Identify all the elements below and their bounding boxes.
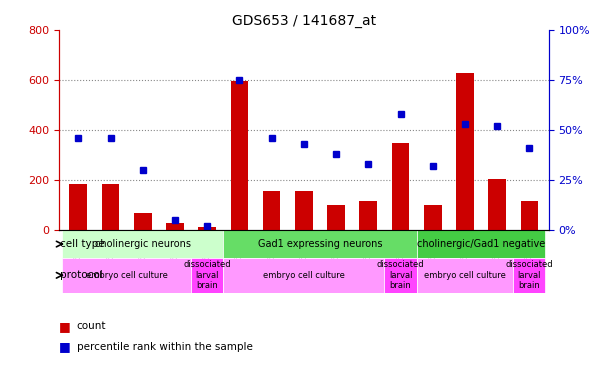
Bar xyxy=(359,201,377,230)
Bar xyxy=(456,72,474,230)
Text: dissociated
larval
brain: dissociated larval brain xyxy=(376,260,424,290)
Bar xyxy=(489,179,506,230)
Title: GDS653 / 141687_at: GDS653 / 141687_at xyxy=(232,13,376,28)
Text: protocol: protocol xyxy=(60,270,103,280)
Bar xyxy=(166,222,184,230)
FancyBboxPatch shape xyxy=(513,258,546,292)
Text: dissociated
larval
brain: dissociated larval brain xyxy=(506,260,553,290)
Text: cholinergic neurons: cholinergic neurons xyxy=(95,239,191,249)
Bar xyxy=(198,227,216,230)
Bar xyxy=(520,201,538,230)
FancyBboxPatch shape xyxy=(385,258,417,292)
Text: percentile rank within the sample: percentile rank within the sample xyxy=(77,342,253,352)
Text: Gad1 expressing neurons: Gad1 expressing neurons xyxy=(258,239,382,249)
Text: embryo cell culture: embryo cell culture xyxy=(424,271,506,280)
Bar xyxy=(295,190,313,230)
Bar xyxy=(327,205,345,230)
Text: cell type: cell type xyxy=(60,239,104,249)
Bar xyxy=(231,81,248,230)
FancyBboxPatch shape xyxy=(223,230,417,258)
Bar xyxy=(392,142,409,230)
FancyBboxPatch shape xyxy=(62,258,191,292)
FancyBboxPatch shape xyxy=(223,258,385,292)
Text: embryo cell culture: embryo cell culture xyxy=(86,271,168,280)
FancyBboxPatch shape xyxy=(191,258,223,292)
FancyBboxPatch shape xyxy=(417,258,513,292)
Bar xyxy=(134,213,152,230)
Text: ■: ■ xyxy=(59,320,71,333)
Text: ■: ■ xyxy=(59,340,71,353)
Bar xyxy=(70,184,87,230)
Text: cholinergic/Gad1 negative: cholinergic/Gad1 negative xyxy=(417,239,545,249)
Bar xyxy=(263,191,280,230)
Text: count: count xyxy=(77,321,106,331)
Text: dissociated
larval
brain: dissociated larval brain xyxy=(183,260,231,290)
FancyBboxPatch shape xyxy=(62,230,223,258)
Bar xyxy=(424,205,441,230)
FancyBboxPatch shape xyxy=(417,230,546,258)
Text: embryo cell culture: embryo cell culture xyxy=(263,271,345,280)
Bar xyxy=(101,184,119,230)
